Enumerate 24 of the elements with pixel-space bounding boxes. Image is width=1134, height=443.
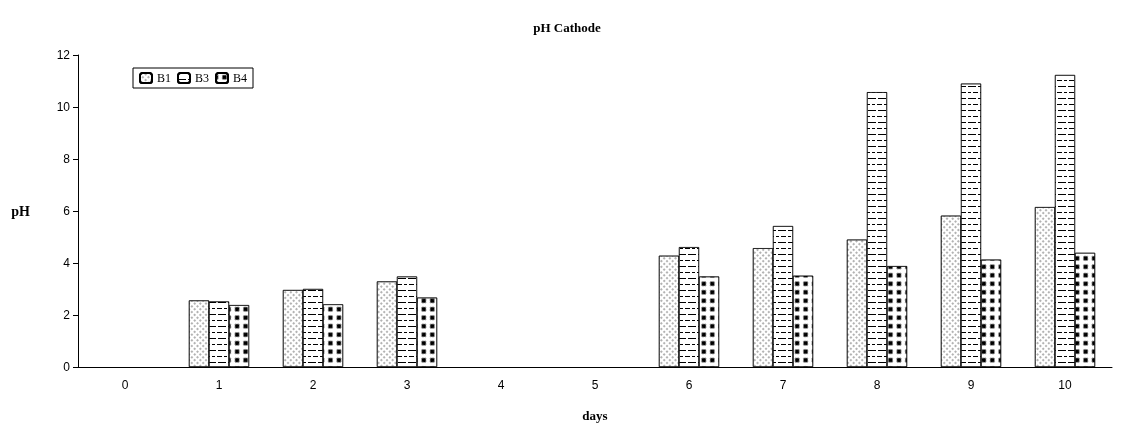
y-tick-label: 6 — [63, 204, 71, 218]
y-tick-label: 12 — [56, 48, 71, 62]
x-tick-label: 8 — [873, 378, 881, 392]
y-tick-label: 10 — [56, 100, 71, 114]
x-tick-label: 10 — [1058, 378, 1072, 392]
x-tick-label: 0 — [121, 378, 129, 392]
legend-label: B1 — [157, 71, 172, 85]
chart-title: pH Cathode — [533, 20, 601, 35]
x-tick-label: 9 — [967, 378, 975, 392]
legend-label: B3 — [195, 71, 210, 85]
legend-label: B4 — [233, 71, 248, 85]
x-tick-label: 1 — [215, 378, 223, 392]
x-tick-label: 5 — [591, 378, 599, 392]
y-tick-label: 8 — [63, 152, 71, 166]
x-tick-label: 7 — [779, 378, 787, 392]
x-tick-label: 3 — [403, 378, 411, 392]
x-tick-label: 6 — [685, 378, 693, 392]
y-axis-title: pH — [11, 203, 31, 219]
y-tick-label: 2 — [63, 308, 71, 322]
x-tick-label: 4 — [497, 378, 505, 392]
y-tick-label: 4 — [63, 256, 71, 270]
x-axis-title: days — [582, 408, 608, 423]
x-tick-label: 2 — [309, 378, 317, 392]
y-tick-label: 0 — [63, 360, 71, 374]
